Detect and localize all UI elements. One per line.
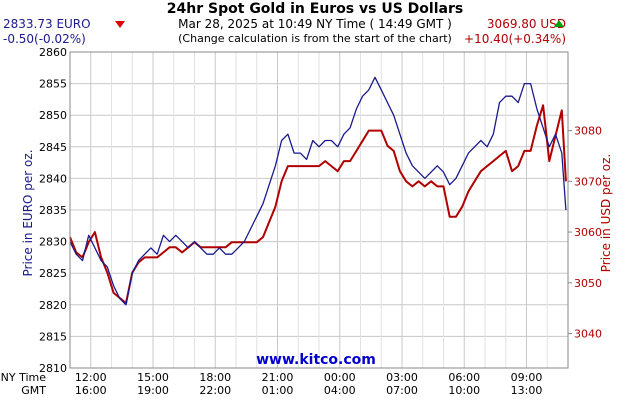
y-left-tick-label: 2815: [39, 330, 67, 343]
y-axis-left-ticks: 2810 2815 2820 2825 2830 2835 2840 2845 2850 2855…: [39, 46, 67, 375]
x-tick-label-gmt: 01:00: [262, 384, 294, 397]
y-right-tick-label: 3060: [574, 226, 602, 239]
y-left-tick-label: 2855: [39, 78, 67, 91]
x-tick-label-ny: 00:00: [324, 371, 356, 384]
chart-title: 24hr Spot Gold in Euros vs US Dollars: [166, 1, 464, 17]
grid-layer: [70, 51, 568, 369]
usd-series-line: [69, 104, 567, 305]
x-tick-label-gmt: 04:00: [324, 384, 356, 397]
x-tick-label-ny: 09:00: [511, 371, 543, 384]
y-left-tick-label: 2845: [39, 141, 67, 154]
x-row-label-ny: NY Time: [1, 371, 47, 384]
y-right-tick-label: 3040: [574, 328, 602, 341]
x-row-label-gmt: GMT: [21, 384, 46, 397]
y-left-tick-label: 2840: [39, 172, 67, 185]
y-right-tick-label: 3070: [574, 175, 602, 188]
plot-frame: [69, 51, 569, 369]
series-layer: [69, 76, 567, 306]
y-left-tick-label: 2860: [39, 46, 67, 59]
y-left-tick-label: 2850: [39, 109, 67, 122]
x-tick-label-ny: 06:00: [448, 371, 480, 384]
x-tick-label-gmt: 10:00: [448, 384, 480, 397]
y-right-tick-label: 3080: [574, 125, 602, 138]
y-left-tick-label: 2820: [39, 299, 67, 312]
y-left-tick-label: 2825: [39, 267, 67, 280]
x-tick-label-gmt: 07:00: [386, 384, 418, 397]
change-calc-note: (Change calculation is from the start of…: [178, 32, 452, 45]
y-axis-right-label: Price in USD per oz.: [599, 154, 613, 273]
chart-timestamp: Mar 28, 2025 at 10:49 NY Time ( 14:49 GM…: [178, 17, 452, 31]
x-tick-label-ny: 15:00: [137, 371, 169, 384]
y-left-tick-label: 2830: [39, 236, 67, 249]
down-triangle-icon: [115, 21, 125, 28]
y-right-tick-label: 3050: [574, 277, 602, 290]
eur-price: 2833.73 EURO: [3, 17, 91, 31]
eur-series-line: [69, 76, 567, 306]
eur-change: -0.50(-0.02%): [3, 32, 86, 46]
x-tick-label-ny: 03:00: [386, 371, 418, 384]
y-axis-left-label: Price in EURO per oz.: [21, 149, 35, 276]
usd-change: +10.40(+0.34%): [464, 32, 566, 46]
usd-price: 3069.80 USD: [486, 17, 566, 31]
y-left-tick-label: 2810: [39, 362, 67, 375]
y-left-tick-label: 2835: [39, 204, 67, 217]
x-tick-label-ny: 21:00: [262, 371, 294, 384]
x-tick-label-gmt: 16:00: [75, 384, 107, 397]
up-triangle-icon: [554, 20, 564, 27]
x-tick-label-gmt: 19:00: [137, 384, 169, 397]
x-tick-label-gmt: 22:00: [199, 384, 231, 397]
y-axis-right-ticks: 3040 3050 3060 3070 3080: [568, 125, 602, 341]
watermark: www.kitco.com: [256, 352, 376, 368]
x-tick-label-gmt: 13:00: [511, 384, 543, 397]
x-tick-label-ny: 18:00: [199, 371, 231, 384]
x-tick-label-ny: 12:00: [75, 371, 107, 384]
